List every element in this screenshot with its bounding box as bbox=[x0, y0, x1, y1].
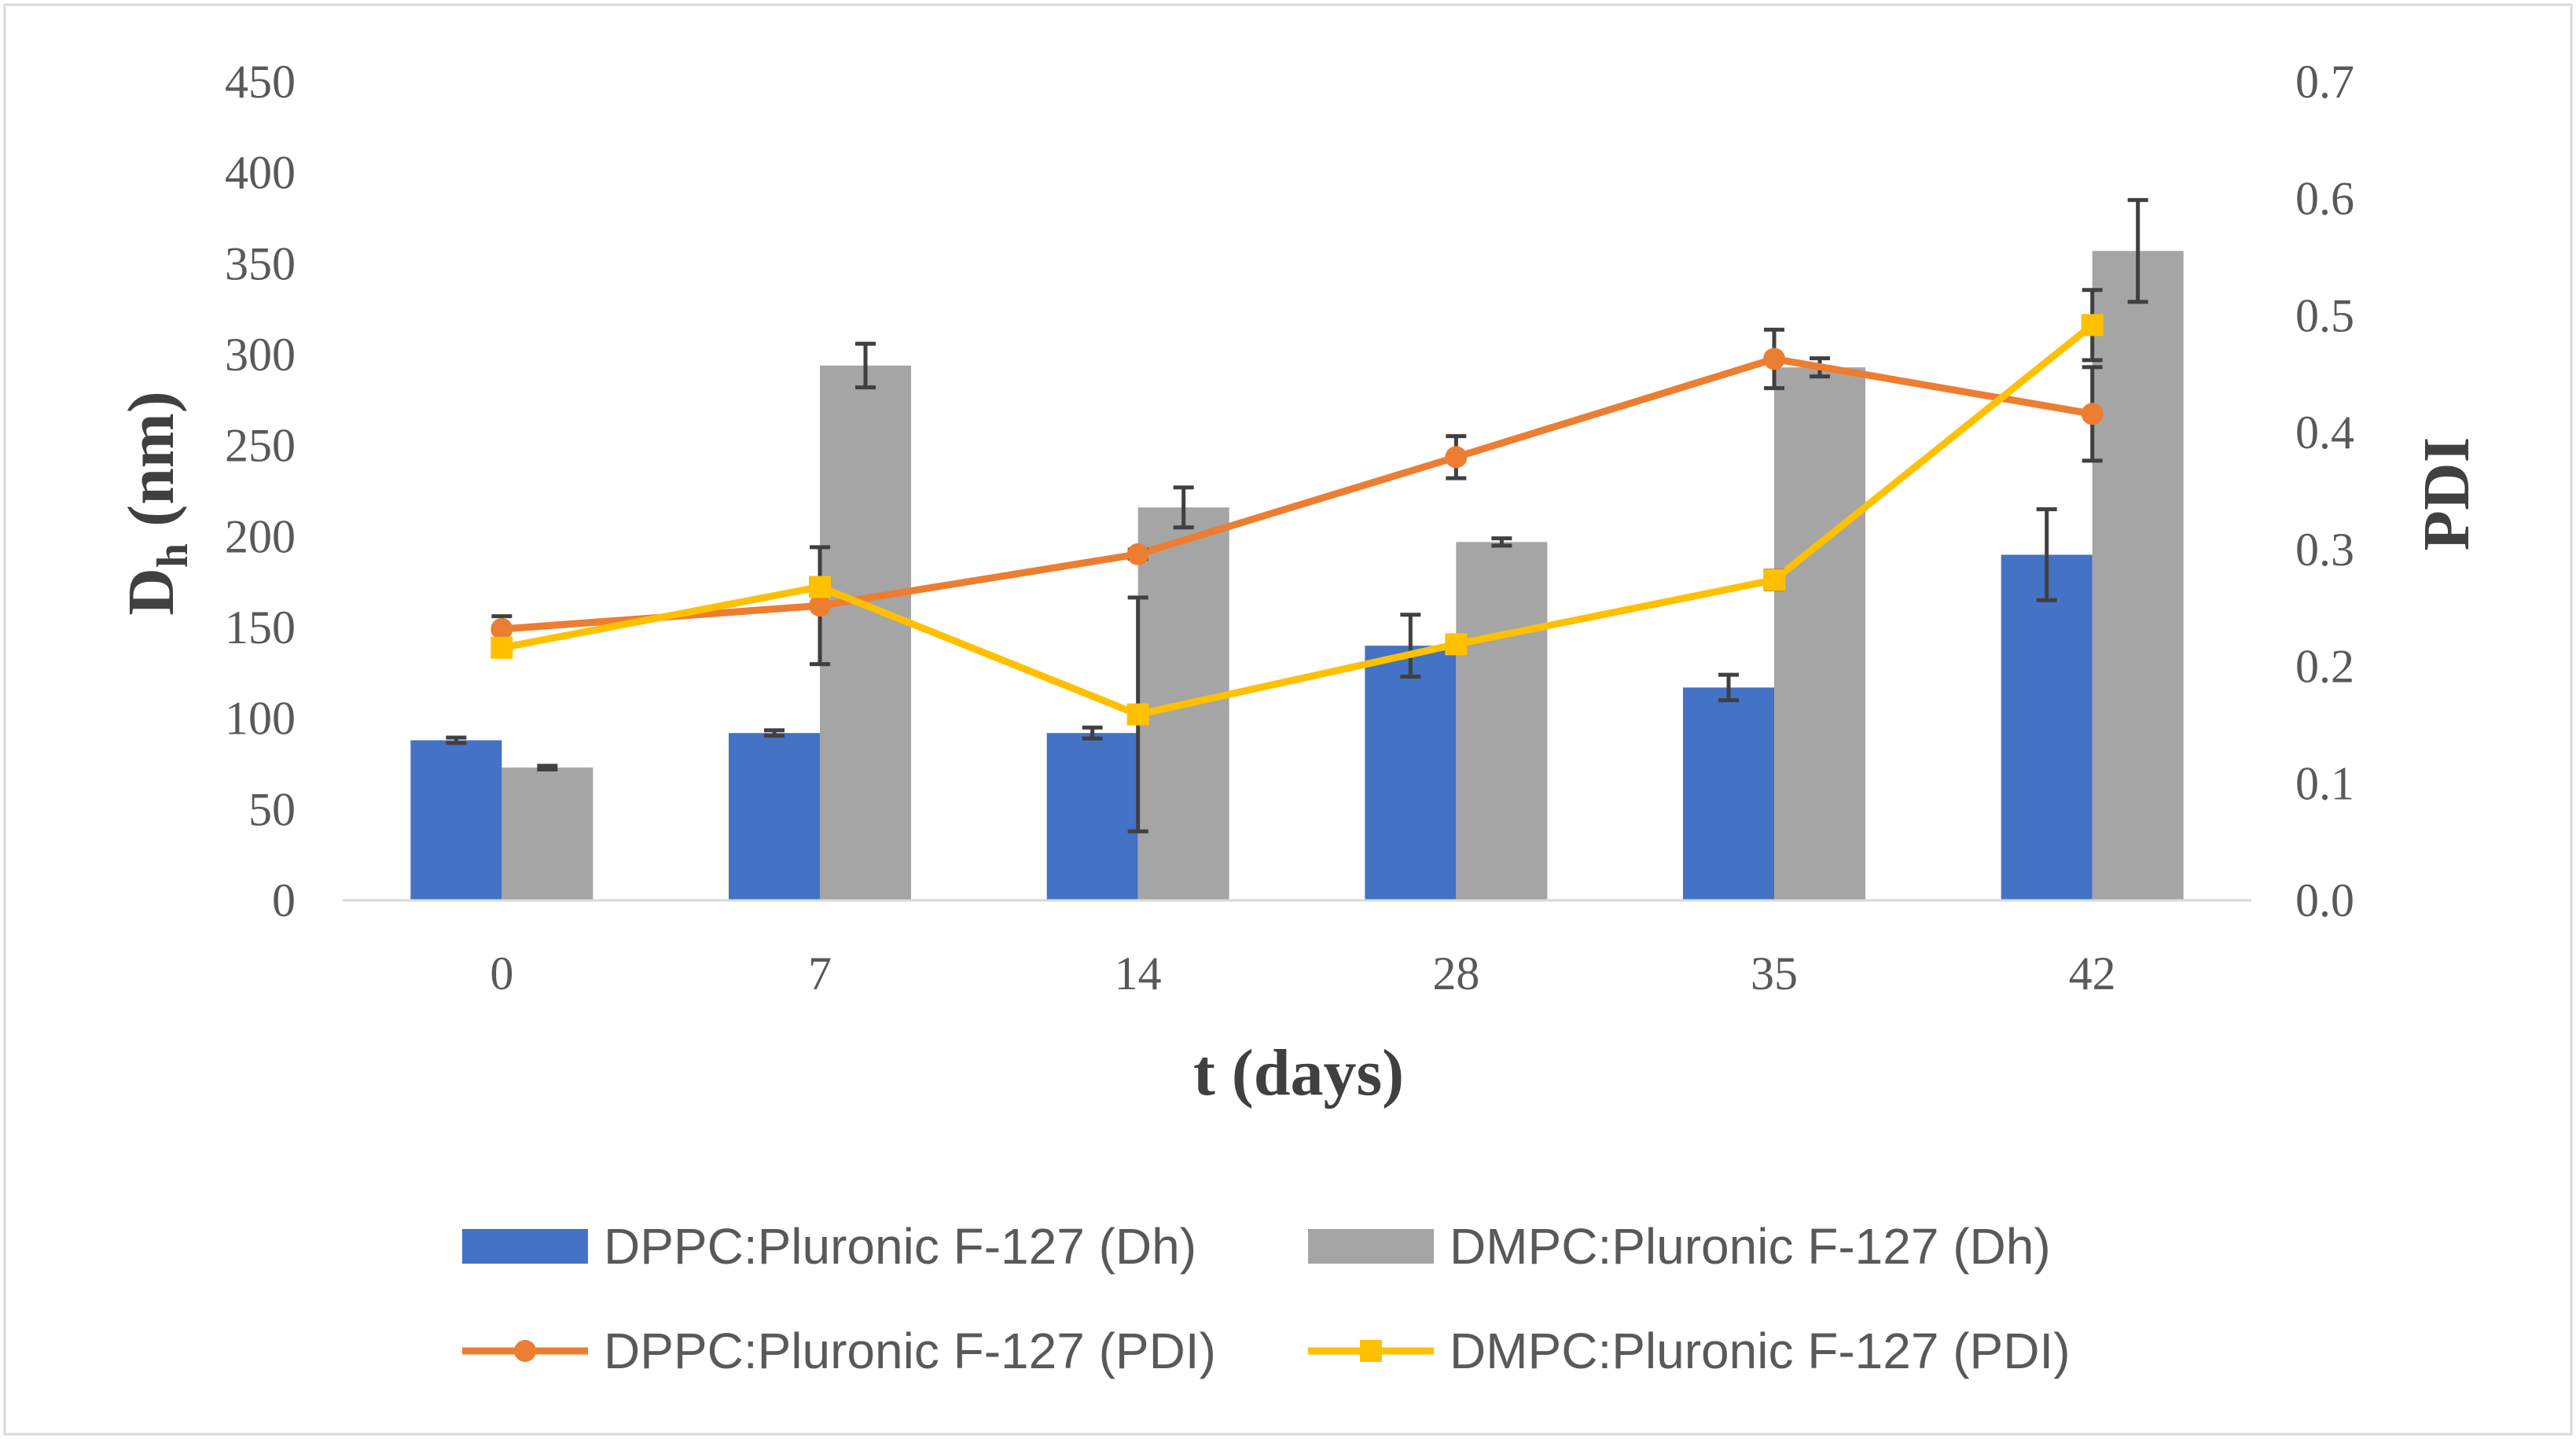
bar-error-s1-42 bbox=[2127, 197, 2148, 304]
y-axis-left-title-unit: (nm) bbox=[115, 391, 188, 543]
point-s2-42 bbox=[2081, 403, 2104, 425]
bar-s0-14 bbox=[1046, 733, 1138, 900]
y-axis-left-ticks: 0 50 100 150 200 250 300 350 400 450 bbox=[225, 56, 296, 926]
y2-tick-label: 0.4 bbox=[2295, 407, 2354, 458]
bar-error-s0-42 bbox=[2036, 507, 2057, 602]
line-series-3 bbox=[501, 322, 2095, 719]
point-s3-7 bbox=[809, 576, 831, 598]
bar-s1-0 bbox=[502, 767, 593, 900]
bar-s0-35 bbox=[1683, 687, 1774, 900]
legend-swatch bbox=[1308, 1229, 1434, 1264]
y-axis-right-ticks: 0.0 0.1 0.2 0.3 0.4 0.5 0.6 0.7 bbox=[2295, 56, 2354, 926]
bar-error-s0-0 bbox=[446, 735, 467, 745]
bar-error-bars bbox=[446, 197, 2148, 771]
y-tick-label: 450 bbox=[225, 56, 296, 108]
x-tick-label: 28 bbox=[1432, 948, 1479, 999]
bar-error-s0-7 bbox=[764, 728, 785, 738]
legend: DPPC:Pluronic F-127 (Dh) DMPC:Pluronic F-… bbox=[462, 1218, 2071, 1379]
x-tick-label: 14 bbox=[1115, 948, 1162, 999]
bar-error-s0-35 bbox=[1718, 672, 1739, 703]
legend-label: DPPC:Pluronic F-127 (PDI) bbox=[604, 1323, 1216, 1379]
point-s2-0 bbox=[491, 617, 513, 640]
y-tick-label: 150 bbox=[225, 602, 296, 653]
y-tick-label: 200 bbox=[225, 510, 296, 562]
bar-s1-7 bbox=[820, 365, 911, 900]
y-tick-label: 50 bbox=[248, 783, 296, 835]
y2-tick-label: 0.3 bbox=[2295, 524, 2354, 576]
point-s2-28 bbox=[1445, 446, 1468, 469]
x-tick-label: 42 bbox=[2069, 948, 2116, 999]
lines-layer bbox=[501, 322, 2095, 719]
legend-item-2: DPPC:Pluronic F-127 (PDI) bbox=[462, 1323, 1216, 1379]
x-axis-ticks: 0 7 14 28 35 42 bbox=[490, 948, 2115, 999]
legend-label: DPPC:Pluronic F-127 (Dh) bbox=[604, 1218, 1196, 1275]
bar-s0-7 bbox=[729, 733, 820, 900]
chart-border bbox=[3, 3, 2573, 1436]
point-s3-28 bbox=[1445, 633, 1468, 656]
legend-item-1: DMPC:Pluronic F-127 (Dh) bbox=[1308, 1218, 2051, 1275]
legend-swatch bbox=[462, 1229, 588, 1264]
y-axis-left-title: Dh (nm) bbox=[115, 391, 197, 615]
bars-layer bbox=[410, 251, 2184, 900]
bar-error-s1-14 bbox=[1173, 485, 1194, 530]
y2-tick-label: 0.7 bbox=[2295, 56, 2354, 108]
x-tick-label: 35 bbox=[1751, 948, 1798, 999]
bar-s1-35 bbox=[1774, 367, 1865, 900]
y2-tick-label: 0.1 bbox=[2295, 757, 2354, 809]
point-s3-0 bbox=[491, 636, 513, 659]
y-tick-label: 100 bbox=[225, 693, 296, 745]
y2-tick-label: 0.5 bbox=[2295, 289, 2354, 341]
y-tick-label: 300 bbox=[225, 329, 296, 381]
bar-s0-42 bbox=[2001, 554, 2093, 900]
y-tick-label: 400 bbox=[225, 147, 296, 199]
point-s2-35 bbox=[1763, 348, 1785, 370]
markers-layer bbox=[491, 314, 2104, 726]
legend-swatch-marker bbox=[514, 1340, 536, 1362]
bar-error-s0-14 bbox=[1082, 725, 1103, 741]
line-series-2 bbox=[502, 355, 2093, 633]
bar-s1-28 bbox=[1456, 542, 1548, 900]
point-s3-14 bbox=[1126, 703, 1149, 726]
y-axis-left-title-subscript: h bbox=[149, 543, 197, 568]
legend-swatch-marker bbox=[1360, 1340, 1382, 1362]
y-axis-right-title: PDI bbox=[2410, 437, 2483, 551]
point-s3-35 bbox=[1763, 569, 1785, 591]
x-axis-title: t (days) bbox=[1193, 1036, 1404, 1110]
y-tick-label: 0 bbox=[272, 874, 296, 926]
point-s2-14 bbox=[1126, 543, 1149, 565]
y2-tick-label: 0.0 bbox=[2295, 874, 2354, 926]
x-tick-label: 7 bbox=[808, 948, 832, 999]
y-axis-left-title-main: D bbox=[115, 568, 188, 616]
bar-error-s1-0 bbox=[537, 764, 558, 771]
y-tick-label: 250 bbox=[225, 420, 296, 472]
y-tick-label: 350 bbox=[225, 237, 296, 289]
point-s2-7 bbox=[809, 594, 831, 617]
bar-error-s1-7 bbox=[855, 341, 876, 390]
y2-tick-label: 0.6 bbox=[2295, 173, 2354, 225]
point-s3-42 bbox=[2081, 314, 2104, 337]
legend-label: DMPC:Pluronic F-127 (Dh) bbox=[1450, 1218, 2051, 1275]
bar-error-s1-28 bbox=[1491, 536, 1512, 548]
x-tick-label: 0 bbox=[490, 948, 513, 999]
legend-item-3: DMPC:Pluronic F-127 (PDI) bbox=[1308, 1323, 2071, 1379]
legend-item-0: DPPC:Pluronic F-127 (Dh) bbox=[462, 1218, 1196, 1275]
bar-error-s0-28 bbox=[1400, 613, 1421, 679]
bar-s1-42 bbox=[2092, 251, 2184, 900]
bar-s0-28 bbox=[1365, 646, 1457, 900]
y2-tick-label: 0.2 bbox=[2295, 641, 2354, 693]
bar-s0-0 bbox=[410, 740, 502, 900]
legend-label: DMPC:Pluronic F-127 (PDI) bbox=[1450, 1323, 2071, 1379]
